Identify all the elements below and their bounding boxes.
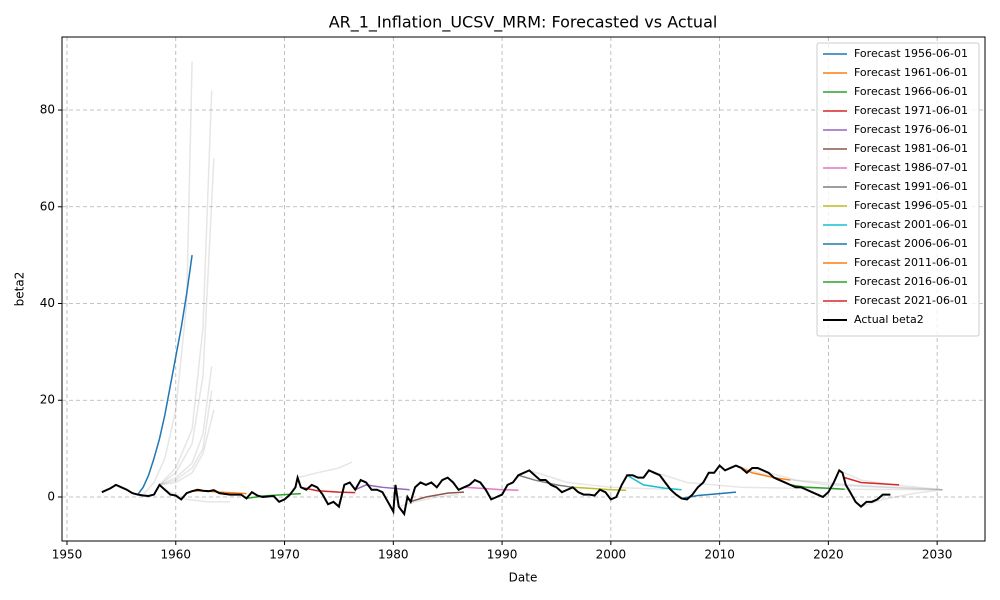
series-line (137, 255, 193, 496)
plot-area (101, 61, 943, 517)
legend-label: Forecast 1981-06-01 (854, 142, 968, 155)
legend-label: Forecast 2021-06-01 (854, 294, 968, 307)
x-tick-label: 1980 (378, 548, 409, 562)
background-line (529, 469, 666, 490)
series-line (300, 486, 356, 494)
background-line (158, 90, 213, 486)
legend-label: Actual beta2 (854, 313, 924, 326)
legend-label: Forecast 1956-06-01 (854, 47, 968, 60)
legend-label: Forecast 2011-06-01 (854, 256, 968, 269)
x-tick-label: 1950 (52, 548, 83, 562)
background-line (297, 461, 353, 479)
x-tick-label: 2000 (596, 548, 627, 562)
y-tick-label: 80 (40, 103, 55, 117)
chart-title: AR_1_Inflation_UCSV_MRM: Forecasted vs A… (329, 13, 718, 33)
legend-label: Forecast 2006-06-01 (854, 237, 968, 250)
y-tick-label: 40 (40, 296, 55, 310)
legend-label: Forecast 1961-06-01 (854, 66, 968, 79)
x-tick-label: 1960 (160, 548, 191, 562)
series-line (844, 476, 900, 486)
background-line (159, 409, 215, 486)
x-tick-label: 1990 (487, 548, 518, 562)
legend-label: Forecast 2001-06-01 (854, 218, 968, 231)
y-tick-label: 20 (40, 393, 55, 407)
legend-label: Forecast 1966-06-01 (854, 85, 968, 98)
legend-label: Forecast 1996-05-01 (854, 199, 968, 212)
background-line (838, 469, 943, 491)
y-axis-label: beta2 (13, 272, 27, 307)
legend-label: Forecast 1991-06-01 (854, 180, 968, 193)
y-tick-label: 60 (40, 199, 55, 213)
series-line (518, 474, 573, 489)
background-line (860, 488, 943, 508)
legend-box (816, 42, 980, 337)
y-tick-label: 0 (47, 489, 55, 503)
legend-label: Forecast 2016-06-01 (854, 275, 968, 288)
legend-label: Forecast 1976-06-01 (854, 123, 968, 136)
x-tick-label: 2030 (922, 548, 953, 562)
background-line (142, 61, 193, 496)
background-line (159, 390, 213, 486)
background-line (159, 158, 215, 486)
background-line (735, 464, 943, 491)
legend-label: Forecast 1986-07-01 (854, 161, 968, 174)
background-line (752, 467, 943, 491)
x-tick-label: 2010 (704, 548, 735, 562)
series-line (101, 464, 891, 517)
legend-label: Forecast 1971-06-01 (854, 104, 968, 117)
series-line (463, 486, 519, 491)
series-line (626, 474, 682, 491)
background-line (648, 469, 943, 491)
x-tick-label: 1970 (269, 548, 300, 562)
axes-frame (61, 36, 986, 542)
series-line (409, 491, 465, 503)
x-axis-label: Date (509, 571, 538, 585)
background-line (159, 366, 213, 486)
series-line (790, 484, 845, 490)
x-tick-label: 2020 (813, 548, 844, 562)
